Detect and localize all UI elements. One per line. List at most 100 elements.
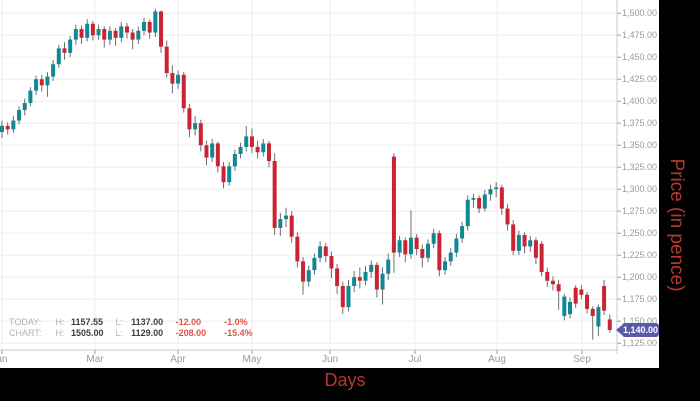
candle (568, 301, 572, 315)
candle (28, 90, 33, 103)
legend-today-low-value: 1137.00 (131, 317, 164, 327)
candle (437, 233, 442, 271)
candle (380, 273, 385, 290)
x-axis-label: May (242, 354, 262, 365)
candle (164, 46, 169, 74)
candle (357, 277, 362, 281)
candle (34, 79, 39, 91)
candle (176, 74, 181, 84)
y-axis-label: 1,275.00 (622, 206, 658, 217)
candle (539, 243, 544, 272)
candle (147, 22, 152, 33)
y-axis-label: 1,500.00 (622, 8, 658, 19)
legend-chart-high-key: H: (55, 327, 65, 338)
candle (556, 284, 561, 292)
candle (204, 145, 209, 158)
candle (596, 307, 601, 327)
chart-panel: 1,500.00 1,475.00 1,450.00 1,425.00 1,400.00… (0, 0, 659, 368)
candle (22, 102, 27, 110)
candle (448, 252, 453, 262)
candle (0, 125, 4, 132)
candle (136, 30, 141, 40)
candle (142, 22, 146, 31)
candle (550, 280, 555, 285)
candle (573, 287, 578, 304)
x-axis-label: Aug (488, 354, 506, 365)
candle (482, 194, 487, 209)
candle (528, 240, 533, 247)
candle (494, 187, 499, 190)
candle (124, 26, 129, 33)
candle (90, 23, 95, 36)
candle (96, 29, 101, 36)
candle (221, 166, 226, 183)
y-axis-label: 1,425.00 (622, 74, 658, 85)
candle (193, 123, 198, 130)
candle (119, 26, 124, 38)
candle (181, 74, 186, 109)
candle (306, 270, 311, 282)
candle (340, 286, 345, 308)
candle (499, 187, 504, 209)
candle (73, 29, 78, 40)
candle (408, 237, 413, 255)
candle (17, 110, 22, 121)
candle (51, 64, 56, 77)
candle (386, 259, 391, 274)
candle (346, 286, 351, 308)
candle (533, 240, 538, 258)
candle (545, 271, 550, 281)
candle (295, 236, 300, 262)
candle (301, 261, 306, 282)
candle (244, 136, 249, 147)
candle (266, 143, 271, 162)
candle (284, 215, 288, 220)
candle (511, 224, 516, 251)
candle (323, 246, 328, 257)
candle (68, 39, 73, 53)
candle (261, 143, 266, 153)
candle (363, 271, 368, 281)
ohlc-legend: TODAY: H: 1157.55 L: 1137.00 -12.00 -1.0… (9, 317, 253, 338)
candle (391, 156, 396, 253)
last-price-value: 1,140.00 (622, 325, 659, 335)
y-axis-title: Price (in pence) (666, 158, 687, 292)
candle (369, 264, 374, 272)
legend-today-percent: -1.0% (224, 317, 248, 327)
candle (454, 238, 459, 253)
x-axis-label: Mar (86, 354, 104, 365)
candle (579, 289, 584, 295)
y-axis-label: 1,375.00 (622, 118, 658, 129)
candle (471, 198, 476, 200)
badge-arrow-icon (616, 325, 622, 335)
candle (255, 146, 260, 153)
y-axis-label: 1,475.00 (622, 30, 658, 41)
candle (159, 11, 164, 47)
y-axis-label: 1,300.00 (622, 184, 658, 195)
candle (522, 234, 527, 247)
candle (249, 136, 254, 147)
candle (312, 257, 317, 271)
candle (397, 240, 402, 253)
candle (465, 199, 470, 227)
last-price-badge: 1,140.00 (616, 323, 659, 337)
candle (426, 243, 430, 258)
candle (187, 108, 192, 130)
candle (238, 146, 243, 154)
legend-today-high-value: 1157.55 (71, 317, 104, 327)
legend-chart-low-key: L: (115, 327, 124, 338)
candle (602, 286, 607, 311)
y-axis-label: 1,175.00 (622, 294, 658, 305)
candle (107, 30, 112, 40)
x-axis-title: Days (324, 370, 366, 390)
candle (607, 319, 612, 330)
candle (79, 29, 84, 38)
candle (431, 233, 436, 244)
candle (5, 125, 10, 130)
legend-row-today: TODAY: H: 1157.55 L: 1137.00 -12.00 -1.0… (9, 317, 253, 328)
y-axis-label: 1,200.00 (622, 272, 658, 283)
legend-today-change: -12.00 (175, 317, 202, 327)
y-axis-label: 1,150.00 (622, 316, 658, 327)
legend-chart-high-value: 1505.00 (71, 327, 104, 338)
